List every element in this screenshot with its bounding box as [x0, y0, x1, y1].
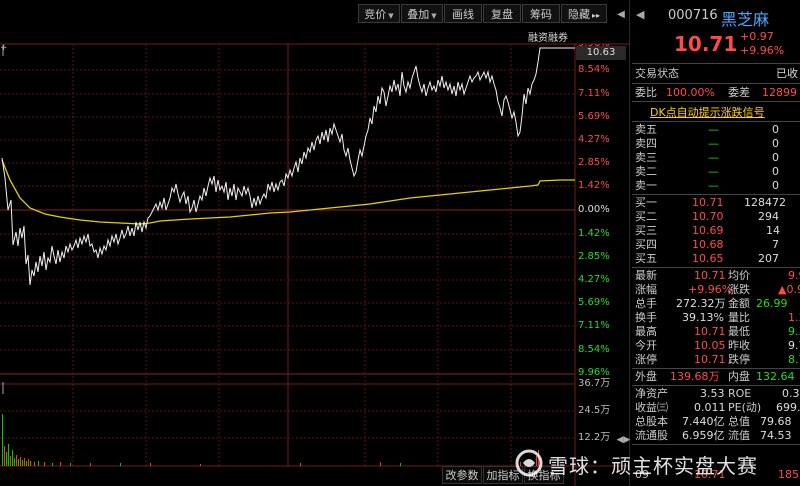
- fupan-button[interactable]: 复盘: [483, 4, 521, 23]
- vol-label: 24.5万: [578, 405, 611, 416]
- price-line: [1, 47, 575, 286]
- dropdown-icon: ▼: [388, 12, 394, 20]
- last-trade-row: 09 10.71 185: [635, 468, 799, 481]
- volume-bars: [2, 414, 541, 466]
- pct-label: 2.85%: [578, 157, 610, 168]
- pct-label: 7.11%: [578, 88, 610, 99]
- pct-label: 5.69%: [578, 111, 610, 122]
- fin-row: 流通股 6.959亿 流值 74.53: [635, 429, 792, 442]
- pct-label: 4.27%: [578, 274, 610, 285]
- jiazhibiao-button[interactable]: 加指标: [483, 466, 523, 484]
- last-price: 10.71: [674, 32, 738, 56]
- sell-row: 卖一 —0: [635, 179, 779, 192]
- intraday-chart[interactable]: +: [0, 0, 630, 486]
- buy-row: 买一 10.71 128472: [635, 196, 786, 209]
- trade-status-row: 交易状态 已收: [635, 67, 798, 80]
- yincang-button[interactable]: 隐藏 ▸▸: [561, 4, 607, 23]
- diejia-button[interactable]: 叠加 ▼: [401, 4, 443, 23]
- gaicanshu-button[interactable]: 改参数: [442, 466, 482, 484]
- stock-name[interactable]: 黑芝麻: [721, 10, 770, 29]
- sell-row: 卖四 —0: [635, 137, 779, 150]
- dropdown-icon: ▼: [431, 12, 437, 20]
- waipan-row: 外盘 139.68万 内盘 132.64: [635, 370, 795, 383]
- more-arrows-icon: ▸▸: [591, 11, 601, 20]
- pct-label: 4.27%: [578, 134, 610, 145]
- sell-row: 卖二 —0: [635, 165, 779, 178]
- stock-code: 000716: [668, 8, 718, 23]
- sell-row: 卖三 —0: [635, 151, 779, 164]
- scroll-right-icon[interactable]: ▶: [623, 435, 631, 445]
- pct-label: 0.00%: [578, 204, 610, 215]
- xueqiu-watermark: 雪球：顽主杯实盘大赛: [512, 444, 798, 484]
- avg-price-line: [1, 159, 575, 225]
- weibi-row: 委比 100.00% 委差 12899: [635, 86, 797, 99]
- price-top-label: 10.63: [576, 46, 626, 60]
- vol-label: 12.2万: [578, 432, 611, 443]
- pct-label: 1.42%: [578, 228, 610, 239]
- panel-prev-icon[interactable]: ◀: [636, 8, 645, 21]
- quote-panel: ◀ 000716 黑芝麻 10.71 +0.97 +9.96% 交易状态 已收 …: [632, 0, 800, 486]
- pct-label: 8.54%: [578, 344, 610, 355]
- buy-row: 买五 10.65 207: [635, 252, 779, 265]
- price-change: +0.97: [740, 30, 774, 43]
- pct-change: +9.96%: [740, 44, 785, 57]
- buy-row: 买三 10.69 14: [635, 224, 780, 237]
- chouma-button[interactable]: 筹码: [522, 4, 560, 23]
- pct-label: 2.85%: [578, 251, 610, 262]
- buy-row: 买二 10.70 294: [635, 210, 779, 223]
- fin-row: 总股本 7.440亿 总值 79.68: [635, 415, 792, 428]
- stats-row: 总手 272.32万 金额 26.99: [635, 297, 788, 310]
- pct-label: 7.11%: [578, 320, 610, 331]
- buy-row: 买四 10.68 7: [635, 238, 779, 251]
- dk-signal-link[interactable]: DK点自动提示涨跌信号: [650, 106, 765, 119]
- vol-label: 36.7万: [578, 378, 611, 389]
- pct-label: 5.69%: [578, 297, 610, 308]
- time-gridlines: [72, 44, 512, 466]
- huaxian-button[interactable]: 画线: [444, 4, 482, 23]
- xueqiu-logo-icon: [515, 449, 543, 477]
- scroll-left-icon[interactable]: ◀: [616, 435, 624, 445]
- pct-label: 1.42%: [578, 180, 610, 191]
- pct-label-top: 9.96%: [578, 38, 610, 49]
- sell-row: 卖五 —0: [635, 123, 779, 136]
- pct-label: 9.96%: [578, 367, 610, 378]
- stats-row: 涨幅+9.96%涨跌▲0.9: [635, 283, 800, 296]
- collapse-left-icon[interactable]: ◀: [617, 9, 625, 20]
- jingjia-button[interactable]: 竞价 ▼: [358, 4, 400, 23]
- svg-text:+: +: [0, 43, 8, 53]
- pct-label: 8.54%: [578, 64, 610, 75]
- rongzi-label[interactable]: 融资融券: [528, 33, 568, 44]
